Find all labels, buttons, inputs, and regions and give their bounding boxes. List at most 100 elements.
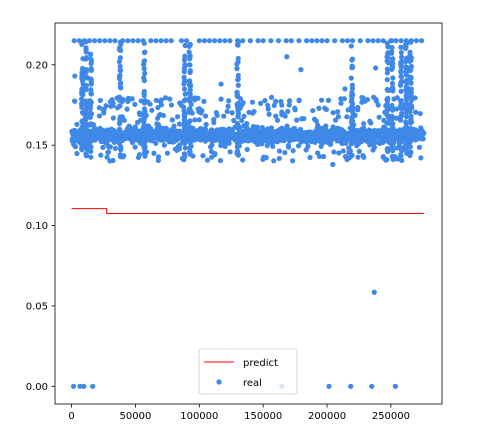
real-point [206, 38, 213, 44]
real-point [201, 98, 207, 104]
real-point [407, 105, 413, 111]
real-point [142, 70, 148, 76]
real-point [403, 140, 409, 147]
real-point [83, 55, 90, 61]
real-point [229, 110, 235, 116]
real-point [132, 135, 138, 142]
real-point [342, 86, 348, 92]
real-point [173, 128, 179, 134]
real-point [187, 69, 193, 76]
real-point [187, 124, 193, 130]
real-point [408, 93, 414, 99]
real-point [186, 43, 192, 49]
real-point [298, 67, 304, 73]
real-point [87, 122, 93, 128]
real-point [408, 80, 414, 86]
real-point [375, 102, 381, 108]
real-point [389, 48, 395, 55]
real-point [323, 106, 330, 113]
real-point [202, 138, 209, 144]
real-point [212, 38, 218, 44]
real-point [295, 143, 302, 149]
real-point [187, 118, 193, 125]
real-point [141, 62, 147, 68]
real-point [217, 38, 223, 44]
real-point [330, 161, 336, 168]
x-tick-label: 250000 [372, 411, 410, 422]
real-point [398, 148, 405, 154]
real-point [224, 108, 230, 115]
real-point [404, 83, 410, 90]
real-point [279, 112, 285, 118]
real-point [141, 106, 148, 112]
real-point [235, 77, 241, 83]
real-point [325, 97, 332, 103]
real-point [235, 131, 241, 137]
real-point [266, 111, 272, 117]
real-point [348, 153, 354, 159]
real-point [88, 51, 94, 57]
real-point [141, 124, 147, 131]
real-point [124, 128, 130, 134]
real-point [348, 99, 354, 105]
real-point [335, 109, 341, 115]
real-point [413, 109, 419, 115]
real-point [107, 38, 113, 44]
real-point [77, 383, 83, 389]
real-point [259, 124, 265, 131]
real-point [105, 149, 111, 155]
real-point [403, 147, 409, 153]
real-point [235, 38, 241, 44]
real-point [118, 146, 124, 152]
predict-line [71, 208, 425, 214]
real-point [88, 129, 94, 135]
real-point [365, 38, 371, 44]
real-point [222, 38, 228, 44]
real-point [87, 105, 93, 112]
real-point [181, 69, 187, 75]
real-point [266, 139, 272, 145]
real-point [260, 38, 266, 44]
real-point [265, 126, 271, 132]
real-point [398, 73, 404, 80]
real-point [385, 106, 391, 112]
real-point [349, 56, 356, 62]
real-point [403, 132, 409, 138]
real-point [271, 102, 277, 109]
real-point [316, 105, 322, 111]
real-point [141, 88, 147, 95]
real-point [286, 98, 293, 104]
real-point [397, 117, 404, 123]
real-point [112, 38, 118, 44]
real-point [270, 137, 277, 143]
real-point [384, 70, 390, 76]
y-tick-label: 0.15 [26, 141, 48, 152]
real-point [268, 94, 275, 100]
real-point [88, 99, 94, 105]
real-point [182, 91, 188, 97]
real-point [413, 38, 420, 44]
real-point [148, 38, 154, 44]
real-point [234, 66, 240, 72]
real-point [272, 133, 278, 139]
real-point [284, 123, 290, 129]
real-point [97, 97, 103, 104]
real-point [355, 154, 361, 160]
real-point [273, 98, 279, 104]
real-point [385, 51, 391, 57]
real-point [172, 146, 178, 152]
real-point [370, 147, 376, 153]
real-point [135, 38, 141, 44]
real-point [338, 132, 344, 139]
x-tick-label: 50000 [120, 411, 152, 422]
real-point [403, 38, 409, 44]
real-point [167, 96, 173, 102]
real-point [344, 38, 351, 44]
real-point [149, 107, 155, 113]
real-point [286, 102, 292, 108]
real-point [181, 98, 187, 104]
y-tick-label: 0.05 [26, 301, 48, 312]
real-point [218, 81, 224, 87]
real-point [116, 75, 123, 82]
